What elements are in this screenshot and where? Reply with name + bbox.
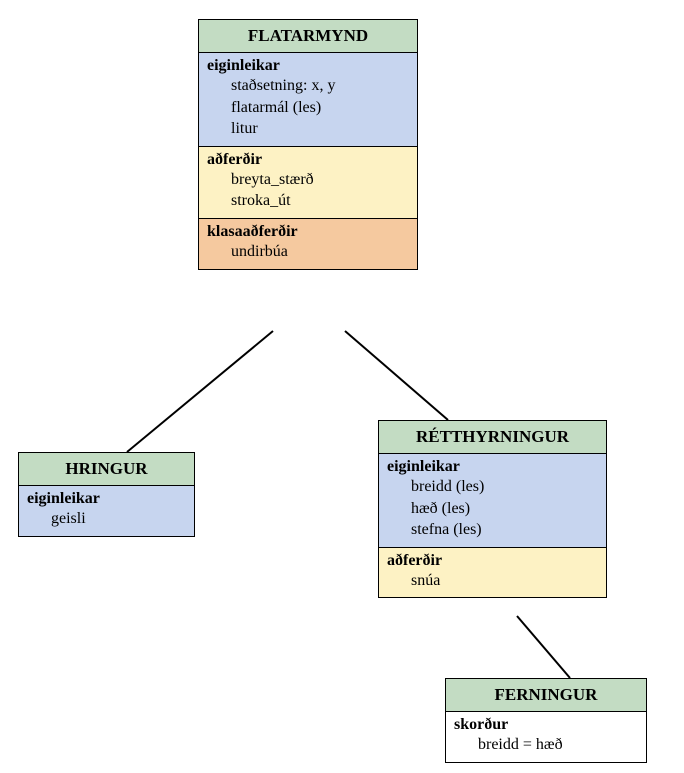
class-section: aðferðirbreyta_stærðstroka_út (199, 147, 417, 219)
section-item: geisli (27, 508, 186, 530)
class-title: FERNINGUR (446, 679, 646, 712)
section-item: breidd (les) (387, 476, 598, 498)
section-heading: skorður (454, 716, 638, 734)
section-item: stroka_út (207, 190, 409, 212)
section-item: snúa (387, 570, 598, 592)
class-box-flatarmynd: FLATARMYNDeiginleikarstaðsetning: x, yfl… (198, 19, 418, 270)
section-item: hæð (les) (387, 498, 598, 520)
section-item: breidd = hæð (454, 734, 638, 756)
class-section: skorðurbreidd = hæð (446, 712, 646, 762)
section-heading: eiginleikar (387, 458, 598, 476)
class-box-ferningur: FERNINGURskorðurbreidd = hæð (445, 678, 647, 763)
section-heading: aðferðir (207, 151, 409, 169)
section-heading: klasaaðferðir (207, 223, 409, 241)
section-heading: eiginleikar (27, 490, 186, 508)
section-item: flatarmál (les) (207, 97, 409, 119)
class-title: RÉTTHYRNINGUR (379, 421, 606, 454)
section-item: staðsetning: x, y (207, 75, 409, 97)
connector-line (127, 331, 273, 452)
section-heading: eiginleikar (207, 57, 409, 75)
class-box-retthyrningur: RÉTTHYRNINGUReiginleikarbreidd (les)hæð … (378, 420, 607, 598)
class-title: FLATARMYND (199, 20, 417, 53)
class-box-hringur: HRINGUReiginleikargeisli (18, 452, 195, 537)
section-heading: aðferðir (387, 552, 598, 570)
section-item: undirbúa (207, 241, 409, 263)
connector-line (517, 616, 570, 678)
class-section: aðferðirsnúa (379, 548, 606, 598)
connector-line (345, 331, 448, 420)
section-item: litur (207, 118, 409, 140)
class-section: eiginleikargeisli (19, 486, 194, 536)
section-item: breyta_stærð (207, 169, 409, 191)
class-title: HRINGUR (19, 453, 194, 486)
class-section: klasaaðferðirundirbúa (199, 219, 417, 269)
section-item: stefna (les) (387, 519, 598, 541)
class-section: eiginleikarstaðsetning: x, yflatarmál (l… (199, 53, 417, 147)
class-section: eiginleikarbreidd (les)hæð (les)stefna (… (379, 454, 606, 548)
